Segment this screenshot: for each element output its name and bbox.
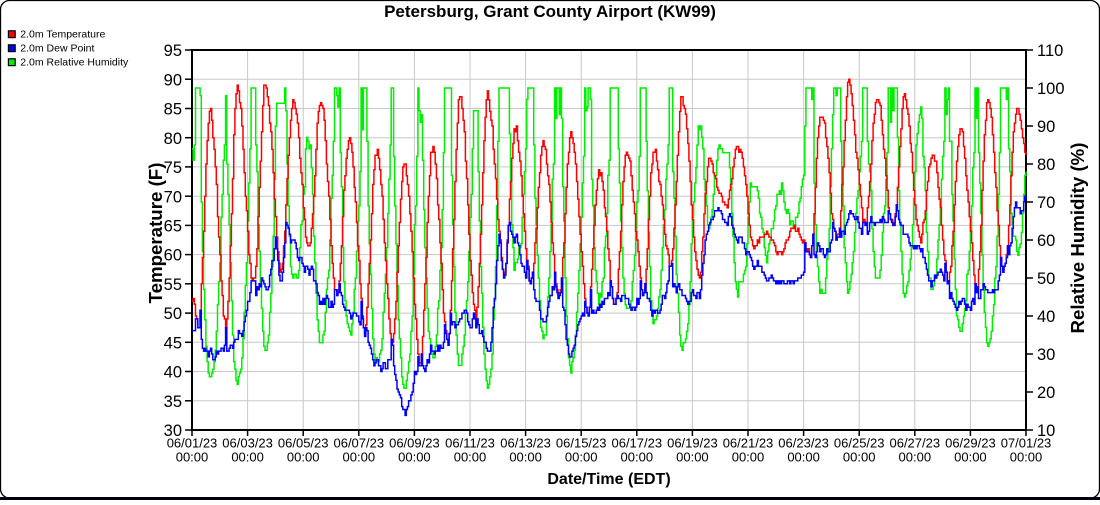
svg-text:70: 70 bbox=[164, 188, 182, 206]
svg-text:06/25/23: 06/25/23 bbox=[834, 436, 885, 451]
svg-text:80: 80 bbox=[1037, 156, 1055, 174]
svg-text:Temperature (F): Temperature (F) bbox=[145, 163, 166, 304]
svg-text:06/27/23: 06/27/23 bbox=[889, 436, 940, 451]
svg-text:06/13/23: 06/13/23 bbox=[500, 436, 551, 451]
svg-text:00:00: 00:00 bbox=[899, 450, 932, 465]
svg-text:30: 30 bbox=[1037, 346, 1055, 364]
svg-text:06/15/23: 06/15/23 bbox=[556, 436, 607, 451]
svg-text:06/07/23: 06/07/23 bbox=[333, 436, 384, 451]
svg-text:00:00: 00:00 bbox=[954, 450, 987, 465]
svg-text:00:00: 00:00 bbox=[343, 450, 376, 465]
svg-text:00:00: 00:00 bbox=[732, 450, 765, 465]
svg-text:90: 90 bbox=[1037, 118, 1055, 136]
svg-text:110: 110 bbox=[1037, 42, 1063, 60]
svg-text:Petersburg, Grant County Airpo: Petersburg, Grant County Airport (KW99) bbox=[384, 2, 716, 21]
svg-text:60: 60 bbox=[164, 247, 182, 265]
svg-text:Date/Time (EDT): Date/Time (EDT) bbox=[547, 471, 670, 488]
svg-text:65: 65 bbox=[164, 218, 182, 236]
svg-text:45: 45 bbox=[164, 334, 182, 352]
svg-text:00:00: 00:00 bbox=[454, 450, 487, 465]
svg-text:00:00: 00:00 bbox=[787, 450, 820, 465]
svg-text:00:00: 00:00 bbox=[509, 450, 542, 465]
svg-text:00:00: 00:00 bbox=[676, 450, 709, 465]
svg-text:55: 55 bbox=[164, 276, 182, 294]
svg-text:75: 75 bbox=[164, 159, 182, 177]
svg-text:06/09/23: 06/09/23 bbox=[389, 436, 440, 451]
svg-text:90: 90 bbox=[164, 71, 182, 89]
svg-text:06/29/23: 06/29/23 bbox=[945, 436, 996, 451]
svg-text:30: 30 bbox=[164, 422, 182, 440]
svg-text:2.0m Relative Humidity: 2.0m Relative Humidity bbox=[20, 56, 129, 68]
svg-text:06/01/23: 06/01/23 bbox=[167, 436, 218, 451]
svg-text:40: 40 bbox=[164, 364, 182, 382]
svg-text:60: 60 bbox=[1037, 232, 1055, 250]
svg-text:00:00: 00:00 bbox=[287, 450, 320, 465]
svg-text:00:00: 00:00 bbox=[565, 450, 598, 465]
svg-text:70: 70 bbox=[1037, 194, 1055, 212]
svg-text:80: 80 bbox=[164, 130, 182, 148]
svg-text:95: 95 bbox=[164, 42, 182, 60]
svg-text:50: 50 bbox=[1037, 270, 1055, 288]
svg-text:85: 85 bbox=[164, 101, 182, 119]
svg-text:00:00: 00:00 bbox=[843, 450, 876, 465]
svg-text:00:00: 00:00 bbox=[176, 450, 209, 465]
svg-text:00:00: 00:00 bbox=[231, 450, 264, 465]
svg-text:06/05/23: 06/05/23 bbox=[278, 436, 329, 451]
svg-text:Relative Humidity (%): Relative Humidity (%) bbox=[1067, 142, 1088, 333]
svg-text:06/11/23: 06/11/23 bbox=[445, 436, 495, 451]
svg-text:2.0m Temperature: 2.0m Temperature bbox=[20, 28, 105, 40]
svg-text:20: 20 bbox=[1037, 384, 1055, 402]
svg-text:00:00: 00:00 bbox=[1010, 450, 1043, 465]
svg-text:00:00: 00:00 bbox=[398, 450, 431, 465]
svg-text:00:00: 00:00 bbox=[621, 450, 654, 465]
svg-text:2.0m Dew Point: 2.0m Dew Point bbox=[20, 42, 94, 54]
svg-text:06/17/23: 06/17/23 bbox=[611, 436, 662, 451]
svg-text:06/19/23: 06/19/23 bbox=[667, 436, 718, 451]
svg-text:50: 50 bbox=[164, 305, 182, 323]
svg-text:07/01/23: 07/01/23 bbox=[1001, 436, 1052, 451]
svg-text:06/23/23: 06/23/23 bbox=[778, 436, 829, 451]
svg-text:35: 35 bbox=[164, 393, 182, 411]
svg-text:10: 10 bbox=[1037, 422, 1055, 440]
svg-text:40: 40 bbox=[1037, 308, 1055, 326]
svg-text:06/21/23: 06/21/23 bbox=[723, 436, 774, 451]
svg-text:100: 100 bbox=[1037, 80, 1065, 98]
svg-text:06/03/23: 06/03/23 bbox=[222, 436, 273, 451]
